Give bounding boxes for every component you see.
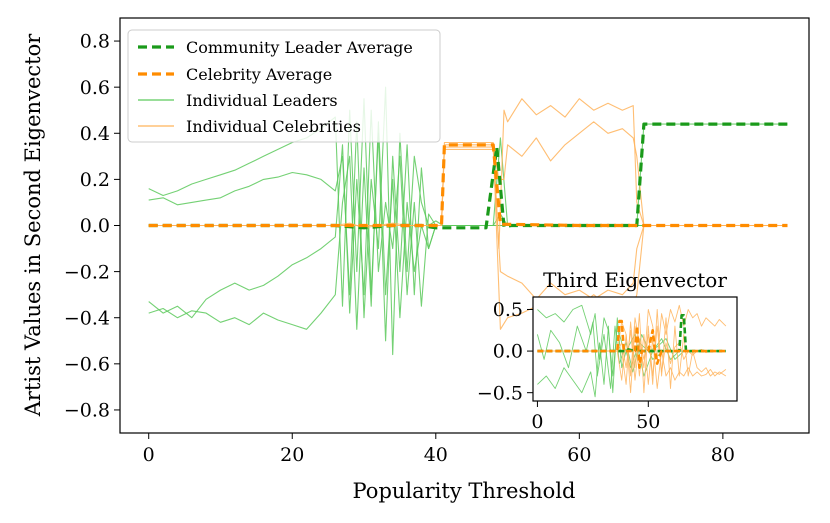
inset-y-axis: −0.5 0.0 0.5 xyxy=(477,299,533,404)
legend-label-leader-average: Community Leader Average xyxy=(186,38,413,57)
main-x-axis-label: Popularity Threshold xyxy=(353,479,576,503)
y-tick-label: −0.6 xyxy=(64,353,110,375)
y-tick-label: −0.5 xyxy=(477,382,523,404)
y-tick-label: −0.4 xyxy=(64,307,110,329)
main-y-axis: −0.8 −0.6 −0.4 −0.2 0.0 0.2 0.4 0.6 0.8 xyxy=(64,31,120,422)
series-individual-leader-3 xyxy=(148,109,788,319)
series-celebrity-average xyxy=(537,319,726,369)
legend-label-individual-leaders: Individual Leaders xyxy=(186,91,338,110)
x-tick-label: 40 xyxy=(424,444,448,466)
legend-label-celebrity-average: Celebrity Average xyxy=(186,65,332,84)
y-tick-label: −0.8 xyxy=(64,400,110,422)
legend-label-individual-celebrities: Individual Celebrities xyxy=(186,117,361,136)
main-plot-series xyxy=(148,86,788,356)
x-tick-label: 20 xyxy=(280,444,304,466)
y-tick-label: 0.0 xyxy=(80,215,110,237)
legend-box xyxy=(127,29,441,143)
x-tick-label: 50 xyxy=(636,411,660,433)
series-celebrity-individual-d xyxy=(537,309,727,394)
inset-x-axis: 0 50 xyxy=(531,401,660,433)
x-tick-label: 0 xyxy=(143,444,155,466)
series-individual-leader-2 xyxy=(148,86,788,356)
y-tick-label: 0.4 xyxy=(80,123,110,145)
legend: Community Leader Average Celebrity Avera… xyxy=(127,29,441,143)
y-tick-label: 0.8 xyxy=(80,31,110,53)
series-celebrity-average xyxy=(148,143,788,228)
y-tick-label: −0.2 xyxy=(64,261,110,283)
y-tick-label: 0.2 xyxy=(80,169,110,191)
y-tick-label: 0.6 xyxy=(80,77,110,99)
y-tick-label: 0.5 xyxy=(493,299,523,321)
series-individual-celebrity-1 xyxy=(148,98,788,250)
inset-plot-series xyxy=(536,304,727,398)
inset-plot-frame xyxy=(532,296,738,402)
y-tick-label: 0.0 xyxy=(493,341,523,363)
x-tick-label: 60 xyxy=(567,444,591,466)
main-y-axis-label: Artist Values in Second Eigenvector xyxy=(21,33,45,417)
x-tick-label: 0 xyxy=(531,411,543,433)
main-x-axis: 0 20 40 60 80 xyxy=(143,433,735,466)
inset-title: Third Eigenvector xyxy=(543,268,727,292)
x-tick-label: 80 xyxy=(711,444,735,466)
